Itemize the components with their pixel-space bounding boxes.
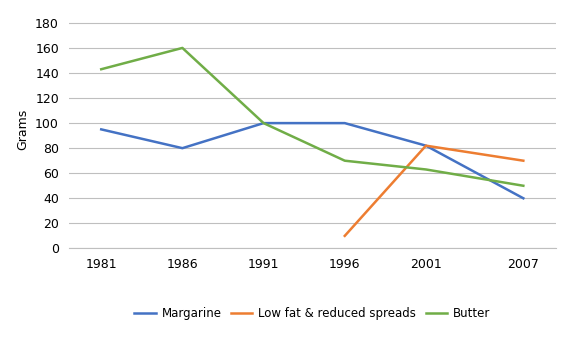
Butter xyxy=(98,67,105,71)
Legend: Margarine, Low fat & reduced spreads, Butter: Margarine, Low fat & reduced spreads, Bu… xyxy=(129,302,495,324)
Line: Low fat & reduced spreads: Low fat & reduced spreads xyxy=(345,146,523,236)
Butter xyxy=(179,46,186,50)
Low fat & reduced spreads xyxy=(422,144,429,148)
Margarine xyxy=(179,146,186,150)
Butter xyxy=(422,167,429,171)
Line: Margarine: Margarine xyxy=(101,123,523,198)
Margarine xyxy=(342,121,348,125)
Margarine xyxy=(422,144,429,148)
Butter xyxy=(342,159,348,163)
Margarine xyxy=(520,196,527,200)
Butter xyxy=(260,121,267,125)
Margarine xyxy=(260,121,267,125)
Margarine xyxy=(98,127,105,131)
Y-axis label: Grams: Grams xyxy=(17,109,30,150)
Low fat & reduced spreads xyxy=(520,159,527,163)
Line: Butter: Butter xyxy=(101,48,523,186)
Butter xyxy=(520,184,527,188)
Low fat & reduced spreads xyxy=(342,234,348,238)
